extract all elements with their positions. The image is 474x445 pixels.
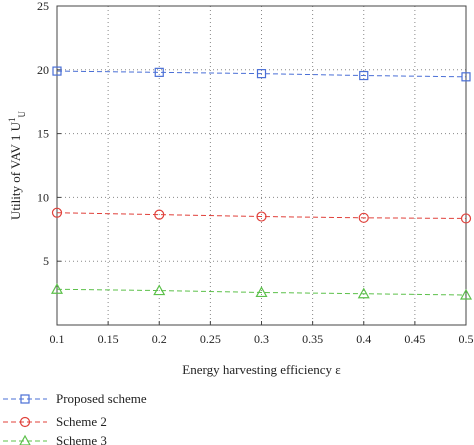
legend-label: Proposed scheme bbox=[56, 391, 147, 406]
data-point bbox=[154, 67, 164, 77]
data-point bbox=[461, 72, 471, 82]
x-tick-label: 0.4 bbox=[356, 332, 371, 346]
x-tick-label: 0.2 bbox=[152, 332, 167, 346]
series-layer bbox=[50, 66, 473, 300]
y-axis-label-main: Utility of VAV 1 U bbox=[8, 121, 23, 220]
data-point bbox=[50, 283, 64, 294]
series-3 bbox=[50, 283, 473, 300]
series-line bbox=[56, 212, 467, 219]
data-point bbox=[357, 287, 370, 299]
legend-marker bbox=[19, 416, 31, 428]
y-tick-label: 20 bbox=[37, 63, 49, 77]
data-point bbox=[255, 286, 268, 298]
x-tick-label: 0.5 bbox=[459, 332, 474, 346]
y-axis-ticks: 5 10 15 20 25 bbox=[37, 0, 61, 268]
legend-label: Scheme 3 bbox=[56, 433, 107, 445]
data-point bbox=[51, 207, 63, 218]
data-point bbox=[459, 288, 473, 300]
y-tick-label: 15 bbox=[37, 127, 49, 141]
x-tick-label: 0.1 bbox=[50, 332, 65, 346]
data-point bbox=[460, 213, 472, 224]
series-2 bbox=[51, 207, 472, 224]
data-point bbox=[154, 209, 165, 220]
x-tick-label: 0.3 bbox=[254, 332, 269, 346]
series-line bbox=[56, 288, 467, 296]
x-tick-label: 0.25 bbox=[200, 332, 221, 346]
y-tick-label: 25 bbox=[37, 0, 49, 13]
legend-item: Scheme 2 bbox=[3, 414, 107, 429]
data-point bbox=[359, 70, 369, 81]
y-axis-label-sub: U bbox=[17, 110, 27, 117]
data-point bbox=[358, 212, 369, 223]
data-point bbox=[153, 284, 166, 296]
x-tick-label: 0.15 bbox=[98, 332, 119, 346]
x-axis-label: Energy harvesting efficiency ε bbox=[182, 362, 341, 377]
legend-item: Scheme 3 bbox=[3, 433, 107, 445]
legend-label: Scheme 2 bbox=[56, 414, 107, 429]
legend-marker bbox=[20, 394, 30, 404]
series-line bbox=[56, 70, 467, 78]
y-tick-label: 10 bbox=[37, 190, 49, 204]
legend-item: Proposed scheme bbox=[3, 391, 147, 406]
x-tick-label: 0.35 bbox=[302, 332, 323, 346]
series-1 bbox=[52, 66, 471, 82]
y-axis-label-sup: 1 bbox=[7, 117, 17, 122]
x-tick-label: 0.45 bbox=[404, 332, 425, 346]
y-tick-label: 5 bbox=[43, 254, 49, 268]
y-axis-label: Utility of VAV 1 U1U bbox=[7, 110, 27, 220]
x-axis-ticks: 0.1 0.15 0.2 0.25 0.3 0.35 0.4 0.45 0.5 bbox=[50, 321, 474, 346]
data-point bbox=[52, 66, 62, 76]
data-point bbox=[256, 69, 267, 79]
legend-marker bbox=[19, 434, 31, 445]
data-point bbox=[256, 211, 267, 222]
legend: Proposed scheme Scheme 2 Scheme 3 bbox=[3, 391, 147, 445]
